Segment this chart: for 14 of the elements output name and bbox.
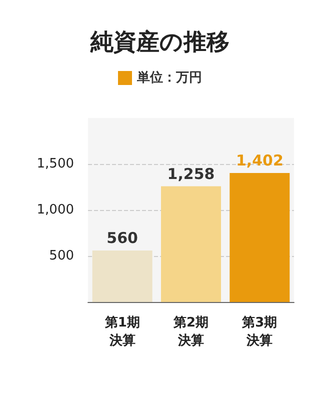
bar bbox=[92, 250, 152, 302]
x-tick-label: 第1期決算 bbox=[104, 316, 140, 348]
data-label: 560 bbox=[106, 228, 138, 247]
y-tick-label: 1,500 bbox=[36, 156, 74, 172]
data-label: 1,258 bbox=[167, 164, 215, 183]
data-label: 1,402 bbox=[236, 152, 284, 170]
legend-label: 単位：万円 bbox=[136, 70, 202, 86]
x-tick-label: 第2期決算 bbox=[172, 316, 209, 348]
bar bbox=[161, 186, 221, 302]
x-tick-label: 第3期決算 bbox=[241, 316, 278, 348]
y-tick-label: 1,000 bbox=[36, 202, 74, 218]
y-tick-label: 500 bbox=[49, 248, 74, 264]
bar bbox=[230, 173, 290, 302]
chart-title: 純資産の推移 bbox=[90, 28, 230, 56]
